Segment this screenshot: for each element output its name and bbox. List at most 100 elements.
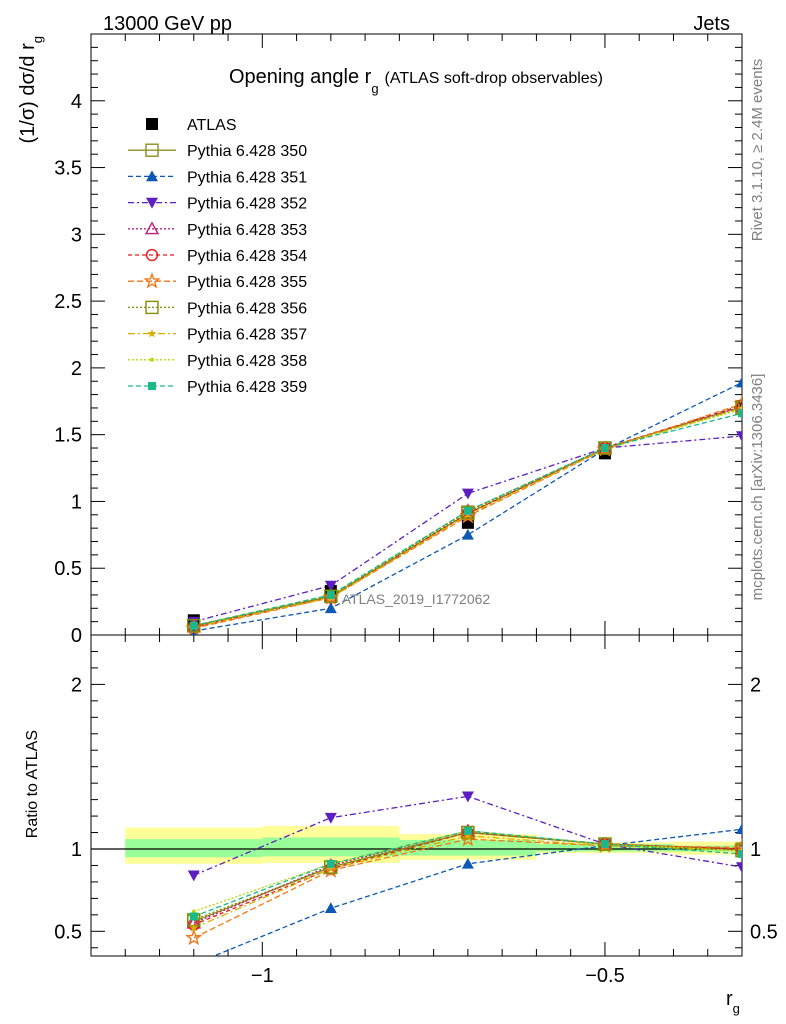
series-point-main-9 bbox=[189, 621, 198, 630]
series-line-main-2 bbox=[193, 435, 742, 623]
y-axis-label-main-sub: g bbox=[30, 36, 45, 43]
legend-label-2: Pythia 6.428 352 bbox=[187, 196, 307, 213]
series-point-main-2 bbox=[461, 488, 474, 500]
ratio-panel-frame bbox=[90, 634, 743, 957]
series-point-main-1 bbox=[461, 528, 474, 540]
series-main bbox=[185, 376, 742, 635]
series-point-ratio-9 bbox=[463, 826, 472, 835]
y-axis-label-main: (1/σ) dσ/d rg bbox=[17, 36, 45, 144]
x-axis-label-sub: g bbox=[733, 1001, 740, 1016]
series-point-main-9 bbox=[600, 444, 609, 453]
series-point-main-1 bbox=[324, 602, 337, 614]
series-point-ratio-9 bbox=[326, 859, 335, 868]
series-point-ratio-9 bbox=[189, 912, 198, 921]
legend-marker-atlas bbox=[146, 118, 158, 130]
series-point-main-6 bbox=[735, 401, 742, 415]
legend-label-1: Pythia 6.428 351 bbox=[187, 169, 307, 186]
series-line-ratio-6 bbox=[193, 831, 742, 921]
axes-frames bbox=[90, 33, 743, 957]
series-point-ratio-1 bbox=[188, 958, 200, 969]
legend-marker-4 bbox=[145, 248, 159, 262]
series-point-main-9 bbox=[326, 590, 335, 599]
y-tick-label-ratio-left: 2 bbox=[71, 674, 82, 696]
legend-label-8: Pythia 6.428 358 bbox=[187, 353, 307, 370]
legend-marker-3 bbox=[144, 221, 160, 235]
legend-label-atlas: ATLAS bbox=[187, 117, 237, 134]
series-line-ratio-8 bbox=[193, 830, 742, 913]
series-line-ratio-2 bbox=[193, 795, 742, 876]
series-line-main-1 bbox=[193, 381, 742, 632]
x-tick-label: −1 bbox=[251, 965, 274, 987]
y-tick-label-main: 2.5 bbox=[54, 291, 82, 313]
y-tick-label-main: 0 bbox=[71, 625, 82, 647]
legend-marker-6 bbox=[145, 300, 159, 315]
series-point-ratio-6 bbox=[461, 825, 475, 840]
mcplots-label: mcplots.cern.ch [arXiv:1306.3436] bbox=[749, 374, 766, 601]
series-point-ratio-6 bbox=[598, 837, 612, 851]
y-tick-label-main: 3.5 bbox=[54, 158, 82, 180]
y-axis-label-ratio: Ratio to ATLAS bbox=[24, 730, 41, 838]
y-tick-label-ratio-right: 0.5 bbox=[750, 921, 778, 943]
series-point-ratio-9 bbox=[600, 840, 609, 849]
y-tick-label-ratio-right: 1 bbox=[750, 839, 761, 861]
series-point-ratio-2 bbox=[187, 870, 200, 882]
x-axis-label: rg bbox=[726, 988, 740, 1016]
rivet-version-label: Rivet 3.1.10, ≥ 2.4M events bbox=[749, 59, 766, 242]
legend-label-5: Pythia 6.428 355 bbox=[187, 274, 307, 291]
series-point-ratio-5 bbox=[459, 830, 477, 847]
legend-marker-8 bbox=[150, 357, 154, 362]
legend: ATLAS Pythia 6.428 350 Pythia 6.428 351 Pyt… bbox=[128, 117, 307, 396]
legend-label-6: Pythia 6.428 356 bbox=[187, 300, 307, 317]
y-tick-label-main: 2 bbox=[71, 358, 82, 380]
y-axis-label-main-text: (1/σ) dσ/d r bbox=[17, 43, 39, 144]
series-point-ratio-1 bbox=[736, 823, 742, 835]
y-tick-label-main: 1.5 bbox=[54, 425, 82, 447]
legend-marker-1 bbox=[146, 170, 158, 182]
y-tick-label-main: 0.5 bbox=[54, 558, 82, 580]
y-tick-label-main: 1 bbox=[71, 491, 82, 513]
chart-title-main: Opening angle r bbox=[229, 66, 372, 88]
legend-label-9: Pythia 6.428 359 bbox=[187, 379, 307, 396]
series-point-ratio-2 bbox=[461, 791, 474, 803]
legend-marker-2 bbox=[146, 197, 158, 209]
series-point-ratio-5 bbox=[596, 836, 614, 854]
series-point-main-1 bbox=[736, 376, 742, 388]
header-right: Jets bbox=[693, 13, 730, 35]
series-point-main-5 bbox=[322, 588, 340, 605]
series-point-ratio-1 bbox=[324, 902, 337, 914]
analysis-id-label: ATLAS_2019_I1772062 bbox=[342, 591, 491, 607]
legend-marker-5 bbox=[143, 272, 161, 289]
series-point-ratio-2 bbox=[324, 812, 337, 824]
series-point-ratio-1 bbox=[461, 857, 474, 869]
y-tick-label-ratio-right: 2 bbox=[750, 674, 761, 696]
series-line-ratio-1 bbox=[212, 828, 742, 956]
series-point-main-6 bbox=[598, 441, 612, 455]
series-point-main-5 bbox=[459, 507, 477, 524]
series-point-ratio-6 bbox=[735, 843, 742, 858]
series-point-main-9 bbox=[738, 409, 742, 418]
series-point-ratio-7 bbox=[189, 923, 199, 932]
chart-title-sub: g bbox=[371, 81, 378, 96]
y-tick-label-main: 3 bbox=[71, 224, 82, 246]
series-point-main-5 bbox=[596, 440, 614, 457]
series-point-ratio-2 bbox=[736, 862, 742, 874]
series-point-ratio-5 bbox=[185, 928, 203, 946]
y-tick-label-ratio-left: 0.5 bbox=[54, 921, 82, 943]
legend-marker-7 bbox=[147, 329, 157, 338]
y-tick-label-ratio-left: 1 bbox=[71, 839, 82, 861]
legend-label-4: Pythia 6.428 354 bbox=[187, 248, 307, 265]
series-point-main-9 bbox=[463, 506, 472, 515]
legend-marker-0 bbox=[145, 143, 159, 157]
legend-label-0: Pythia 6.428 350 bbox=[187, 143, 307, 160]
series-line-main-9 bbox=[193, 412, 742, 627]
series-point-main-6 bbox=[461, 505, 475, 519]
x-axis-label-text: r bbox=[726, 988, 733, 1010]
chart-title: Opening angle rg (ATLAS soft-drop observa… bbox=[229, 66, 603, 96]
series-line-ratio-7 bbox=[193, 835, 742, 929]
series-line-ratio-5 bbox=[193, 838, 742, 939]
series-line-main-7 bbox=[193, 407, 742, 628]
series-point-main-2 bbox=[736, 431, 742, 443]
legend-label-7: Pythia 6.428 357 bbox=[187, 327, 307, 344]
header-left: 13000 GeV pp bbox=[103, 13, 232, 35]
band-inner-0 bbox=[125, 839, 263, 858]
